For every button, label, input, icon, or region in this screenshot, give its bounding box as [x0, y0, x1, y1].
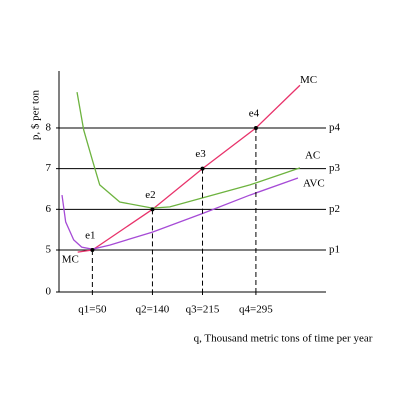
curve	[77, 84, 301, 253]
equilibrium-point	[253, 125, 258, 130]
equilibrium-point	[200, 166, 205, 171]
point-label: e2	[145, 189, 155, 201]
y-tick-label: 6	[46, 203, 52, 215]
point-label: e3	[195, 148, 206, 160]
series-label: MC	[300, 74, 317, 86]
y-tick-label: 8	[46, 121, 52, 133]
x-tick-label: q1=50	[78, 304, 107, 316]
y-tick-label: 7	[46, 162, 52, 174]
x-tick-label: q4=295	[239, 304, 273, 316]
curve	[61, 177, 299, 250]
series-label: MC	[62, 254, 79, 266]
curve	[76, 92, 301, 209]
price-label: p3	[329, 162, 341, 174]
x-tick-label: q3=215	[186, 304, 220, 316]
series-label: AVC	[303, 178, 325, 190]
point-label: e4	[249, 107, 260, 119]
series-label: AC	[305, 149, 320, 161]
y-tick-label: 5	[46, 244, 52, 256]
x-axis-label: q, Thousand metric tons of time per year	[194, 333, 373, 345]
price-label: p2	[329, 203, 340, 215]
y-tick-label: 0	[46, 286, 52, 298]
x-tick-label: q2=140	[136, 304, 170, 316]
equilibrium-point	[90, 248, 95, 252]
price-label: p4	[329, 121, 341, 133]
price-label: p1	[329, 244, 340, 256]
y-axis-label: p, $ per ton	[30, 89, 42, 140]
equilibrium-point	[150, 207, 155, 212]
point-label: e1	[85, 230, 95, 242]
